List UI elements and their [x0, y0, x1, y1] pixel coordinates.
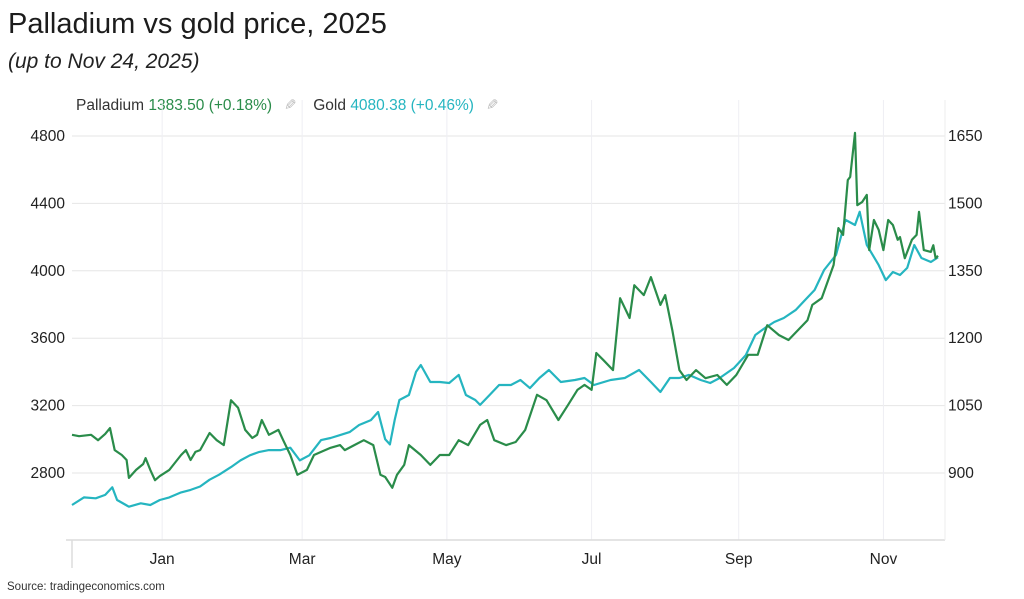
- y-left-tick-label: 3600: [31, 330, 66, 347]
- series-line-gold: [71, 210, 939, 508]
- y-left-tick-label: 4400: [31, 195, 66, 212]
- source-note: Source: tradingeconomics.com: [7, 581, 165, 593]
- x-tick-label: Jul: [582, 551, 602, 568]
- chart-title: Palladium vs gold price, 2025: [8, 8, 387, 40]
- legend: Palladium 1383.50 (+0.18%) ✎ Gold 4080.3…: [76, 96, 511, 115]
- y-right-tick-label: 1050: [948, 398, 983, 415]
- y-right-tick-label: 1350: [948, 263, 983, 280]
- y-right-tick-label: 1200: [948, 330, 983, 347]
- y-left-tick-label: 4000: [31, 263, 66, 280]
- legend-name: Palladium: [76, 97, 145, 114]
- legend-value: 1383.50 (+0.18%): [148, 97, 273, 114]
- y-right-tick-label: 1650: [948, 128, 983, 145]
- series-line-palladium: [71, 131, 939, 489]
- legend-item-gold[interactable]: Gold 4080.38 (+0.46%): [313, 97, 478, 114]
- x-tick-label: Nov: [870, 551, 898, 568]
- x-tick-label: Jan: [150, 551, 175, 568]
- x-tick-label: Sep: [725, 551, 753, 568]
- legend-name: Gold: [313, 97, 346, 114]
- chart-subtitle: (up to Nov 24, 2025): [8, 50, 200, 73]
- y-right-tick-label: 1500: [948, 195, 983, 212]
- y-left-tick-label: 4800: [31, 128, 66, 145]
- y-right-tick-label: 900: [948, 465, 974, 482]
- y-left-tick-label: 2800: [31, 465, 66, 482]
- x-tick-label: Mar: [289, 551, 316, 568]
- legend-value: 4080.38 (+0.46%): [350, 97, 474, 114]
- y-left-tick-label: 3200: [31, 398, 66, 415]
- legend-item-palladium[interactable]: Palladium 1383.50 (+0.18%): [76, 97, 276, 114]
- x-tick-label: May: [432, 551, 462, 568]
